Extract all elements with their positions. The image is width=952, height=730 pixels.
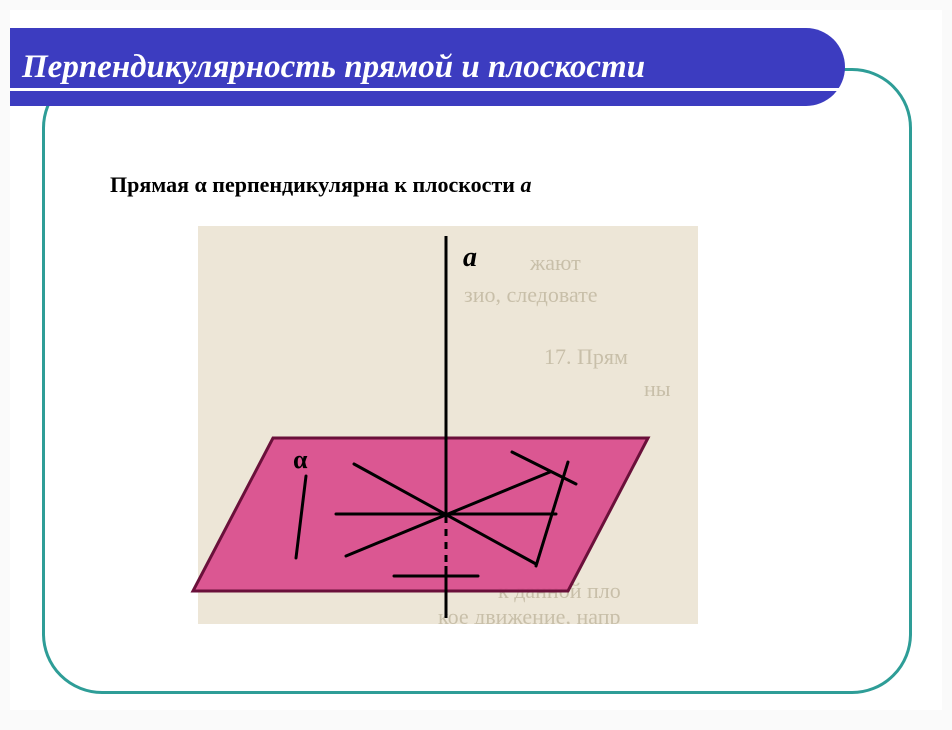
label-alpha: α bbox=[293, 445, 308, 474]
bleed-text-line: кое движение, напр bbox=[438, 604, 620, 624]
geometry-diagram: жаютзио, следовате17. Прямнык данной пло… bbox=[158, 206, 728, 624]
slide: Перпендикулярность прямой и плоскости .f… bbox=[10, 10, 942, 710]
title-bar: Перпендикулярность прямой и плоскости bbox=[10, 28, 845, 106]
label-a: a bbox=[463, 242, 477, 273]
bleed-text-line: зио, следовате bbox=[464, 282, 598, 307]
subtitle: Прямая α перпендикулярна к плоскости а bbox=[110, 172, 531, 198]
bleed-text-line: ны bbox=[644, 376, 671, 401]
subtitle-text: Прямая α перпендикулярна к плоскости bbox=[110, 172, 520, 197]
bleed-text-line: жают bbox=[529, 250, 581, 275]
title-underline bbox=[10, 88, 845, 91]
slide-title: Перпендикулярность прямой и плоскости bbox=[22, 49, 645, 86]
bleed-text-line: 17. Прям bbox=[544, 344, 628, 369]
subtitle-alpha: а bbox=[520, 172, 531, 197]
